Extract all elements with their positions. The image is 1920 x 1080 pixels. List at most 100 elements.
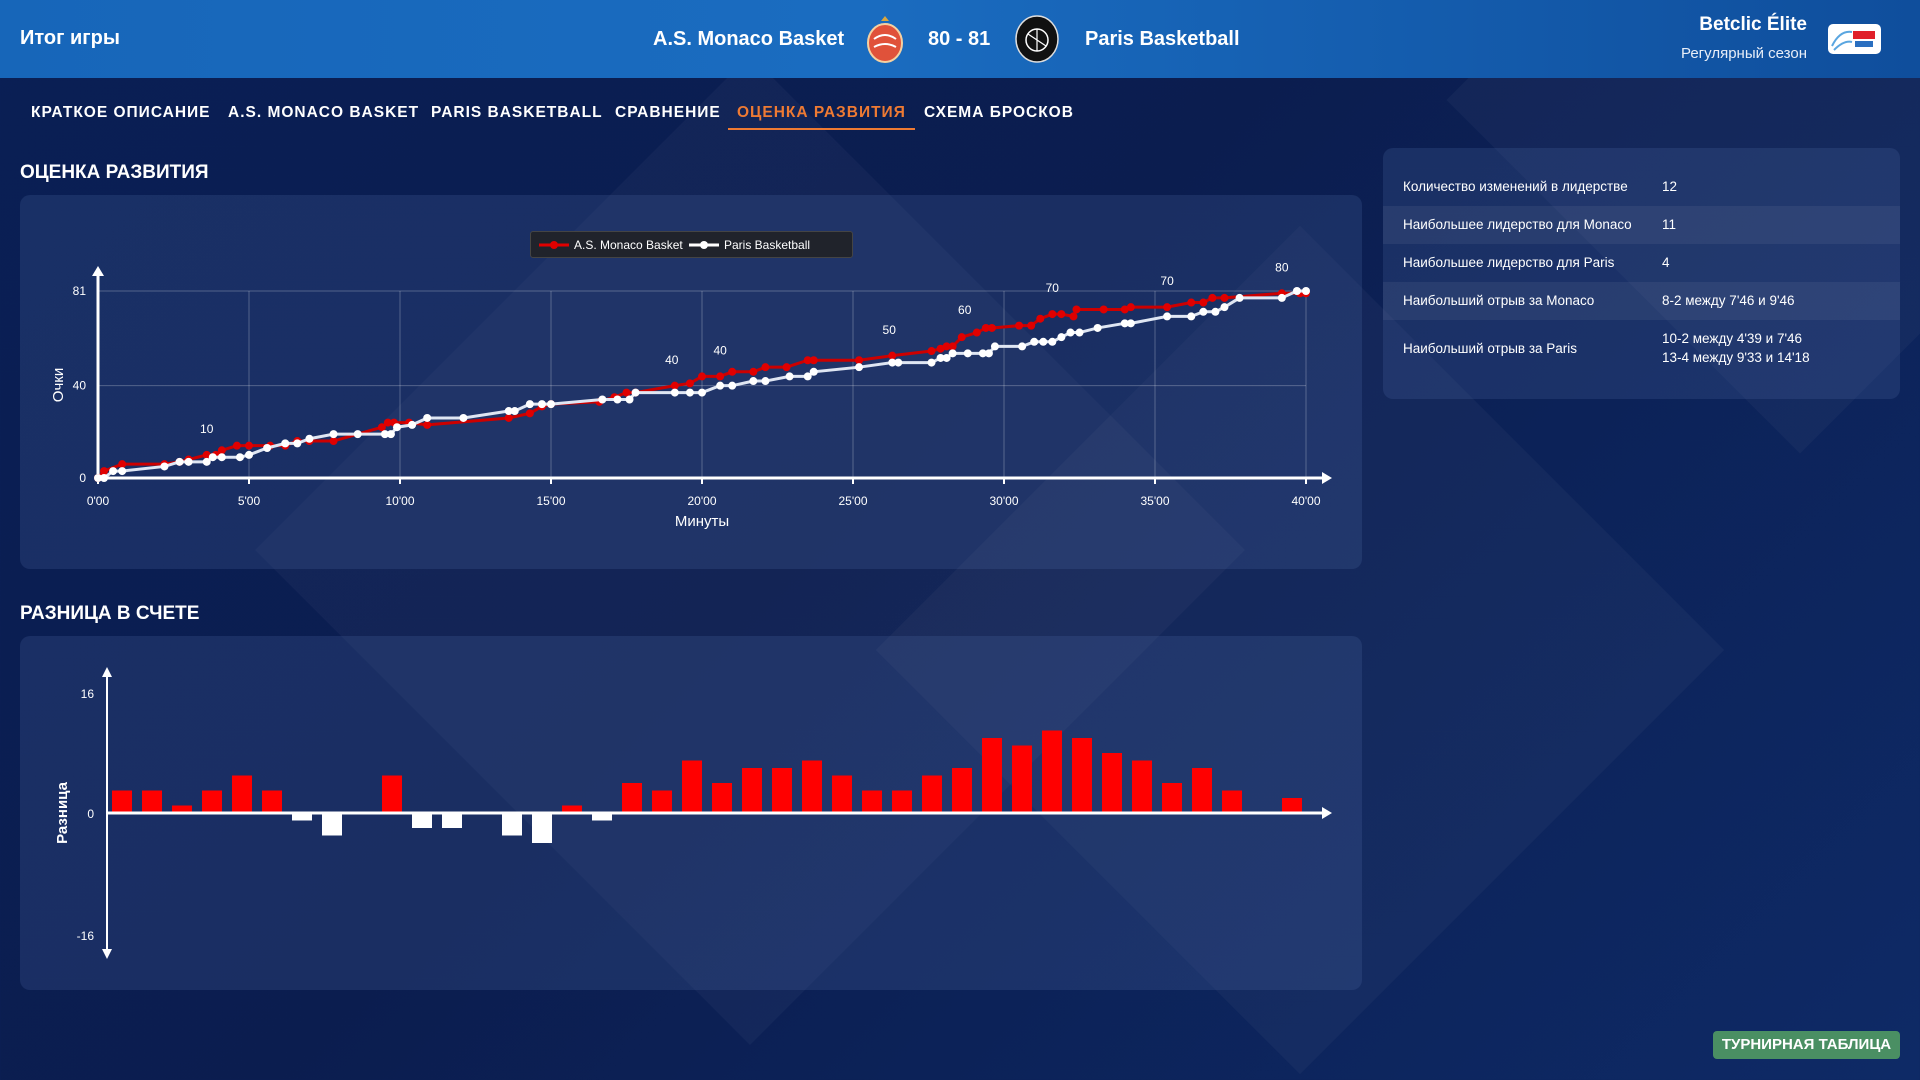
data-point	[1277, 293, 1286, 302]
diff-bar	[622, 783, 642, 813]
data-point	[1048, 337, 1057, 346]
diff-bar	[772, 768, 792, 813]
data-point	[217, 446, 226, 455]
annotation-label: 80	[1275, 260, 1289, 274]
diff-bar	[712, 783, 732, 813]
data-point	[1057, 310, 1066, 319]
page-title: Итог игры	[20, 27, 120, 49]
data-point	[392, 423, 401, 432]
tab-paris[interactable]: PARIS BASKETBALL	[431, 104, 603, 121]
data-point	[423, 413, 432, 422]
annotation-label: 60	[958, 303, 972, 317]
data-point	[948, 342, 957, 351]
diff-bar	[862, 790, 882, 813]
diff-bar	[982, 738, 1002, 813]
data-point	[1048, 310, 1057, 319]
chart-legend: A.S. Monaco Basket Paris Basketball	[530, 231, 853, 258]
data-point	[625, 395, 634, 404]
diff-bar	[892, 790, 912, 813]
diff-section-title: РАЗНИЦА В СЧЕТЕ	[20, 603, 200, 624]
data-point	[782, 363, 791, 372]
data-point	[109, 467, 118, 476]
y-tick-label: 0	[87, 807, 94, 821]
data-point	[978, 349, 987, 358]
data-point	[100, 467, 109, 476]
y-axis-arrow-icon	[92, 266, 104, 276]
data-point	[716, 381, 725, 390]
data-point	[1235, 293, 1244, 302]
data-point	[1220, 293, 1229, 302]
data-point	[1302, 287, 1310, 295]
diff-bar	[562, 805, 582, 813]
data-point	[749, 367, 758, 376]
data-point	[942, 342, 951, 351]
data-point	[888, 358, 897, 367]
data-point	[728, 381, 737, 390]
data-point	[984, 349, 993, 358]
data-point	[936, 344, 945, 353]
data-point	[1187, 298, 1196, 307]
tab-shot-chart[interactable]: СХЕМА БРОСКОВ	[924, 104, 1074, 121]
data-point	[685, 379, 694, 388]
x-tick-label: 5'00	[238, 494, 261, 508]
tab-monaco[interactable]: A.S. MONACO BASKET	[228, 104, 420, 121]
data-point	[305, 434, 314, 443]
data-point	[1066, 328, 1075, 337]
data-point	[329, 437, 338, 446]
data-point	[353, 430, 362, 439]
stat-value: 10-2 между 4'39 и 7'46	[1662, 331, 1803, 346]
diff-bar	[922, 775, 942, 813]
data-point	[761, 363, 770, 372]
data-point	[118, 460, 127, 469]
diff-bar	[1282, 798, 1302, 813]
data-point	[118, 467, 127, 476]
standings-button[interactable]: ТУРНИРНАЯ ТАБЛИЦА	[1713, 1031, 1900, 1059]
diff-bar	[652, 790, 672, 813]
x-axis-arrow-icon	[1322, 472, 1332, 484]
data-point	[202, 450, 211, 459]
diff-bar	[112, 790, 132, 813]
x-axis-label: Минуты	[675, 513, 729, 530]
data-point	[981, 323, 990, 332]
data-point	[948, 349, 957, 358]
diff-bar	[1222, 790, 1242, 813]
data-point	[1163, 312, 1172, 321]
stat-label: Наибольшее лидерство для Monaco	[1403, 217, 1632, 232]
y-tick-label: 40	[73, 379, 87, 393]
tab-summary[interactable]: КРАТКОЕ ОПИСАНИЕ	[31, 104, 211, 121]
data-point	[525, 409, 534, 418]
tab-progress[interactable]: ОЦЕНКА РАЗВИТИЯ	[728, 104, 915, 130]
data-point	[217, 453, 226, 462]
home-team-name[interactable]: A.S. Monaco Basket	[653, 28, 845, 50]
stat-label: Наибольшее лидерство для Paris	[1403, 255, 1615, 270]
diff-bar	[502, 813, 522, 836]
league-name: Betclic Élite	[1699, 14, 1807, 35]
data-point	[670, 381, 679, 390]
data-point	[957, 333, 966, 342]
data-point	[504, 407, 513, 416]
x-tick-label: 10'00	[386, 494, 415, 508]
data-point	[293, 439, 302, 448]
annotation-label: 70	[1160, 274, 1174, 288]
away-team-name[interactable]: Paris Basketball	[1085, 28, 1240, 50]
data-point	[94, 474, 102, 482]
data-point	[235, 453, 244, 462]
data-point	[1015, 321, 1024, 330]
tab-comparison[interactable]: СРАВНЕНИЕ	[615, 104, 721, 121]
stat-value: 12	[1662, 179, 1678, 194]
data-point	[927, 347, 936, 356]
diff-bar	[412, 813, 432, 828]
data-point	[1030, 337, 1039, 346]
y-axis-down-arrow-icon	[102, 949, 112, 959]
data-point	[1027, 321, 1036, 330]
data-point	[809, 356, 818, 365]
data-point	[809, 367, 818, 376]
data-point	[383, 418, 392, 427]
diff-bar	[742, 768, 762, 813]
data-point	[888, 351, 897, 360]
data-point	[936, 353, 945, 362]
data-point	[1187, 312, 1196, 321]
y-axis-label: Разница	[54, 781, 71, 843]
data-point	[613, 395, 622, 404]
data-point	[386, 430, 395, 439]
